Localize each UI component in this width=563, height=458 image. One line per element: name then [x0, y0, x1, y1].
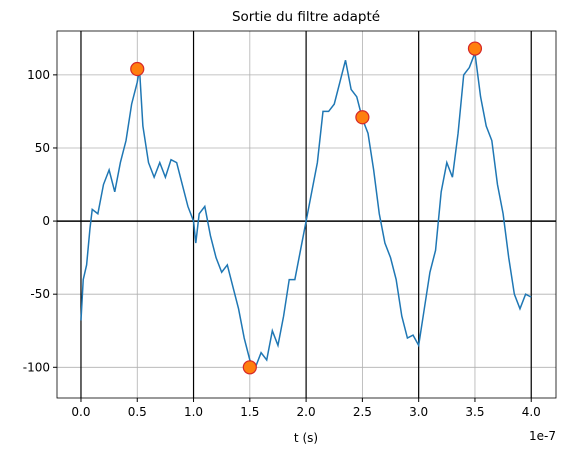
y-tick-label: 50	[35, 141, 50, 155]
marker	[467, 41, 483, 56]
x-tick-label: 2.5	[353, 405, 372, 419]
x-offset: 1e-7	[529, 429, 556, 443]
y-tick-label: -50	[30, 287, 50, 301]
marker	[130, 61, 145, 77]
y-tick-label: 0	[42, 214, 50, 228]
data-line	[80, 52, 532, 369]
x-tick-label: 3.0	[409, 405, 428, 419]
chart-title: Sortie du filtre adapté	[232, 9, 380, 25]
y-tick-label: -100	[23, 360, 50, 374]
y-tick-label: 100	[27, 68, 50, 82]
x-tick-label: 2.0	[297, 405, 316, 419]
x-tick-label: 1.0	[184, 405, 203, 419]
x-tick-label: 1.5	[240, 405, 259, 419]
marker	[355, 110, 370, 125]
x-tick-label: 0.0	[71, 405, 90, 419]
x-tick-label: 3.5	[465, 405, 484, 419]
plot-frame	[56, 30, 557, 399]
x-tick-label: 4.0	[522, 405, 541, 419]
x-tick-label: 0.5	[128, 405, 147, 419]
x-label: t (s)	[294, 431, 318, 445]
marker	[242, 360, 257, 375]
